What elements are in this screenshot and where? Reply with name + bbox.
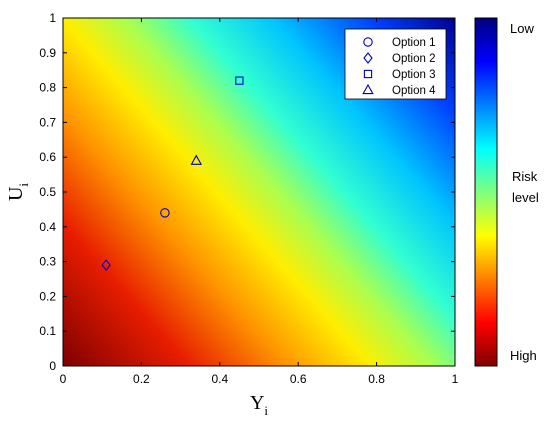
y-tick-label: 0.9 (39, 46, 56, 60)
y-tick-label: 1 (49, 11, 56, 25)
y-tick-label: 0.6 (39, 150, 56, 164)
y-tick-label: 0.1 (39, 324, 56, 338)
colorbar-bottom-label: High (510, 348, 537, 363)
y-tick-label: 0.2 (39, 289, 56, 303)
legend-marker-option-3 (363, 69, 373, 79)
legend-box (344, 28, 447, 100)
data-point-option-2 (101, 259, 111, 271)
y-tick-label: 0.8 (39, 81, 56, 95)
y-axis-label: Ui (5, 183, 31, 201)
x-tick-label: 0.6 (290, 372, 307, 386)
data-point-option-4 (190, 154, 203, 165)
y-tick-label: 0.7 (39, 115, 56, 129)
legend-label-option-1: Option 1 (392, 37, 435, 49)
legend-marker-option-4 (362, 83, 374, 95)
colorbar (474, 17, 498, 367)
y-axis-label-main: U (5, 186, 27, 201)
y-axis-label-subscript: i (16, 183, 31, 187)
y-tick-label: 0.4 (39, 220, 56, 234)
colorbar-middle-label-line1: Risk (512, 169, 538, 184)
x-axis-ticks: 0 0.2 0.4 0.6 0.8 1 (60, 18, 459, 386)
x-tick-label: 0 (60, 372, 67, 386)
y-tick-label: 0.3 (39, 255, 56, 269)
x-tick-label: 0.2 (133, 372, 150, 386)
legend-marker-option-2 (363, 52, 373, 64)
data-point-option-1 (160, 208, 170, 218)
y-axis-ticks: 0 0.1 0.2 0.3 0.4 0.5 0.6 0.7 0.8 0.9 1 (39, 11, 455, 373)
legend-marker-option-1 (363, 37, 373, 47)
x-tick-label: 0.4 (211, 372, 228, 386)
legend: Option 1 Option 2 Option 3 Option 4 (344, 28, 447, 100)
colorbar-middle-label-line2: level (512, 190, 539, 205)
colorbar-top-label: Low (510, 21, 534, 36)
x-axis-label: Yi (250, 392, 268, 418)
y-tick-label: 0 (49, 359, 56, 373)
x-tick-label: 1 (452, 372, 459, 386)
x-tick-label: 0.8 (368, 372, 385, 386)
y-tick-label: 0.5 (39, 185, 56, 199)
data-point-option-3 (235, 76, 244, 85)
data-markers (101, 76, 244, 271)
legend-label-option-3: Option 3 (392, 69, 435, 81)
x-axis-label-main: Y (250, 392, 264, 414)
legend-label-option-2: Option 2 (392, 53, 435, 65)
x-axis-label-subscript: i (264, 403, 268, 418)
legend-label-option-4: Option 4 (392, 85, 436, 97)
